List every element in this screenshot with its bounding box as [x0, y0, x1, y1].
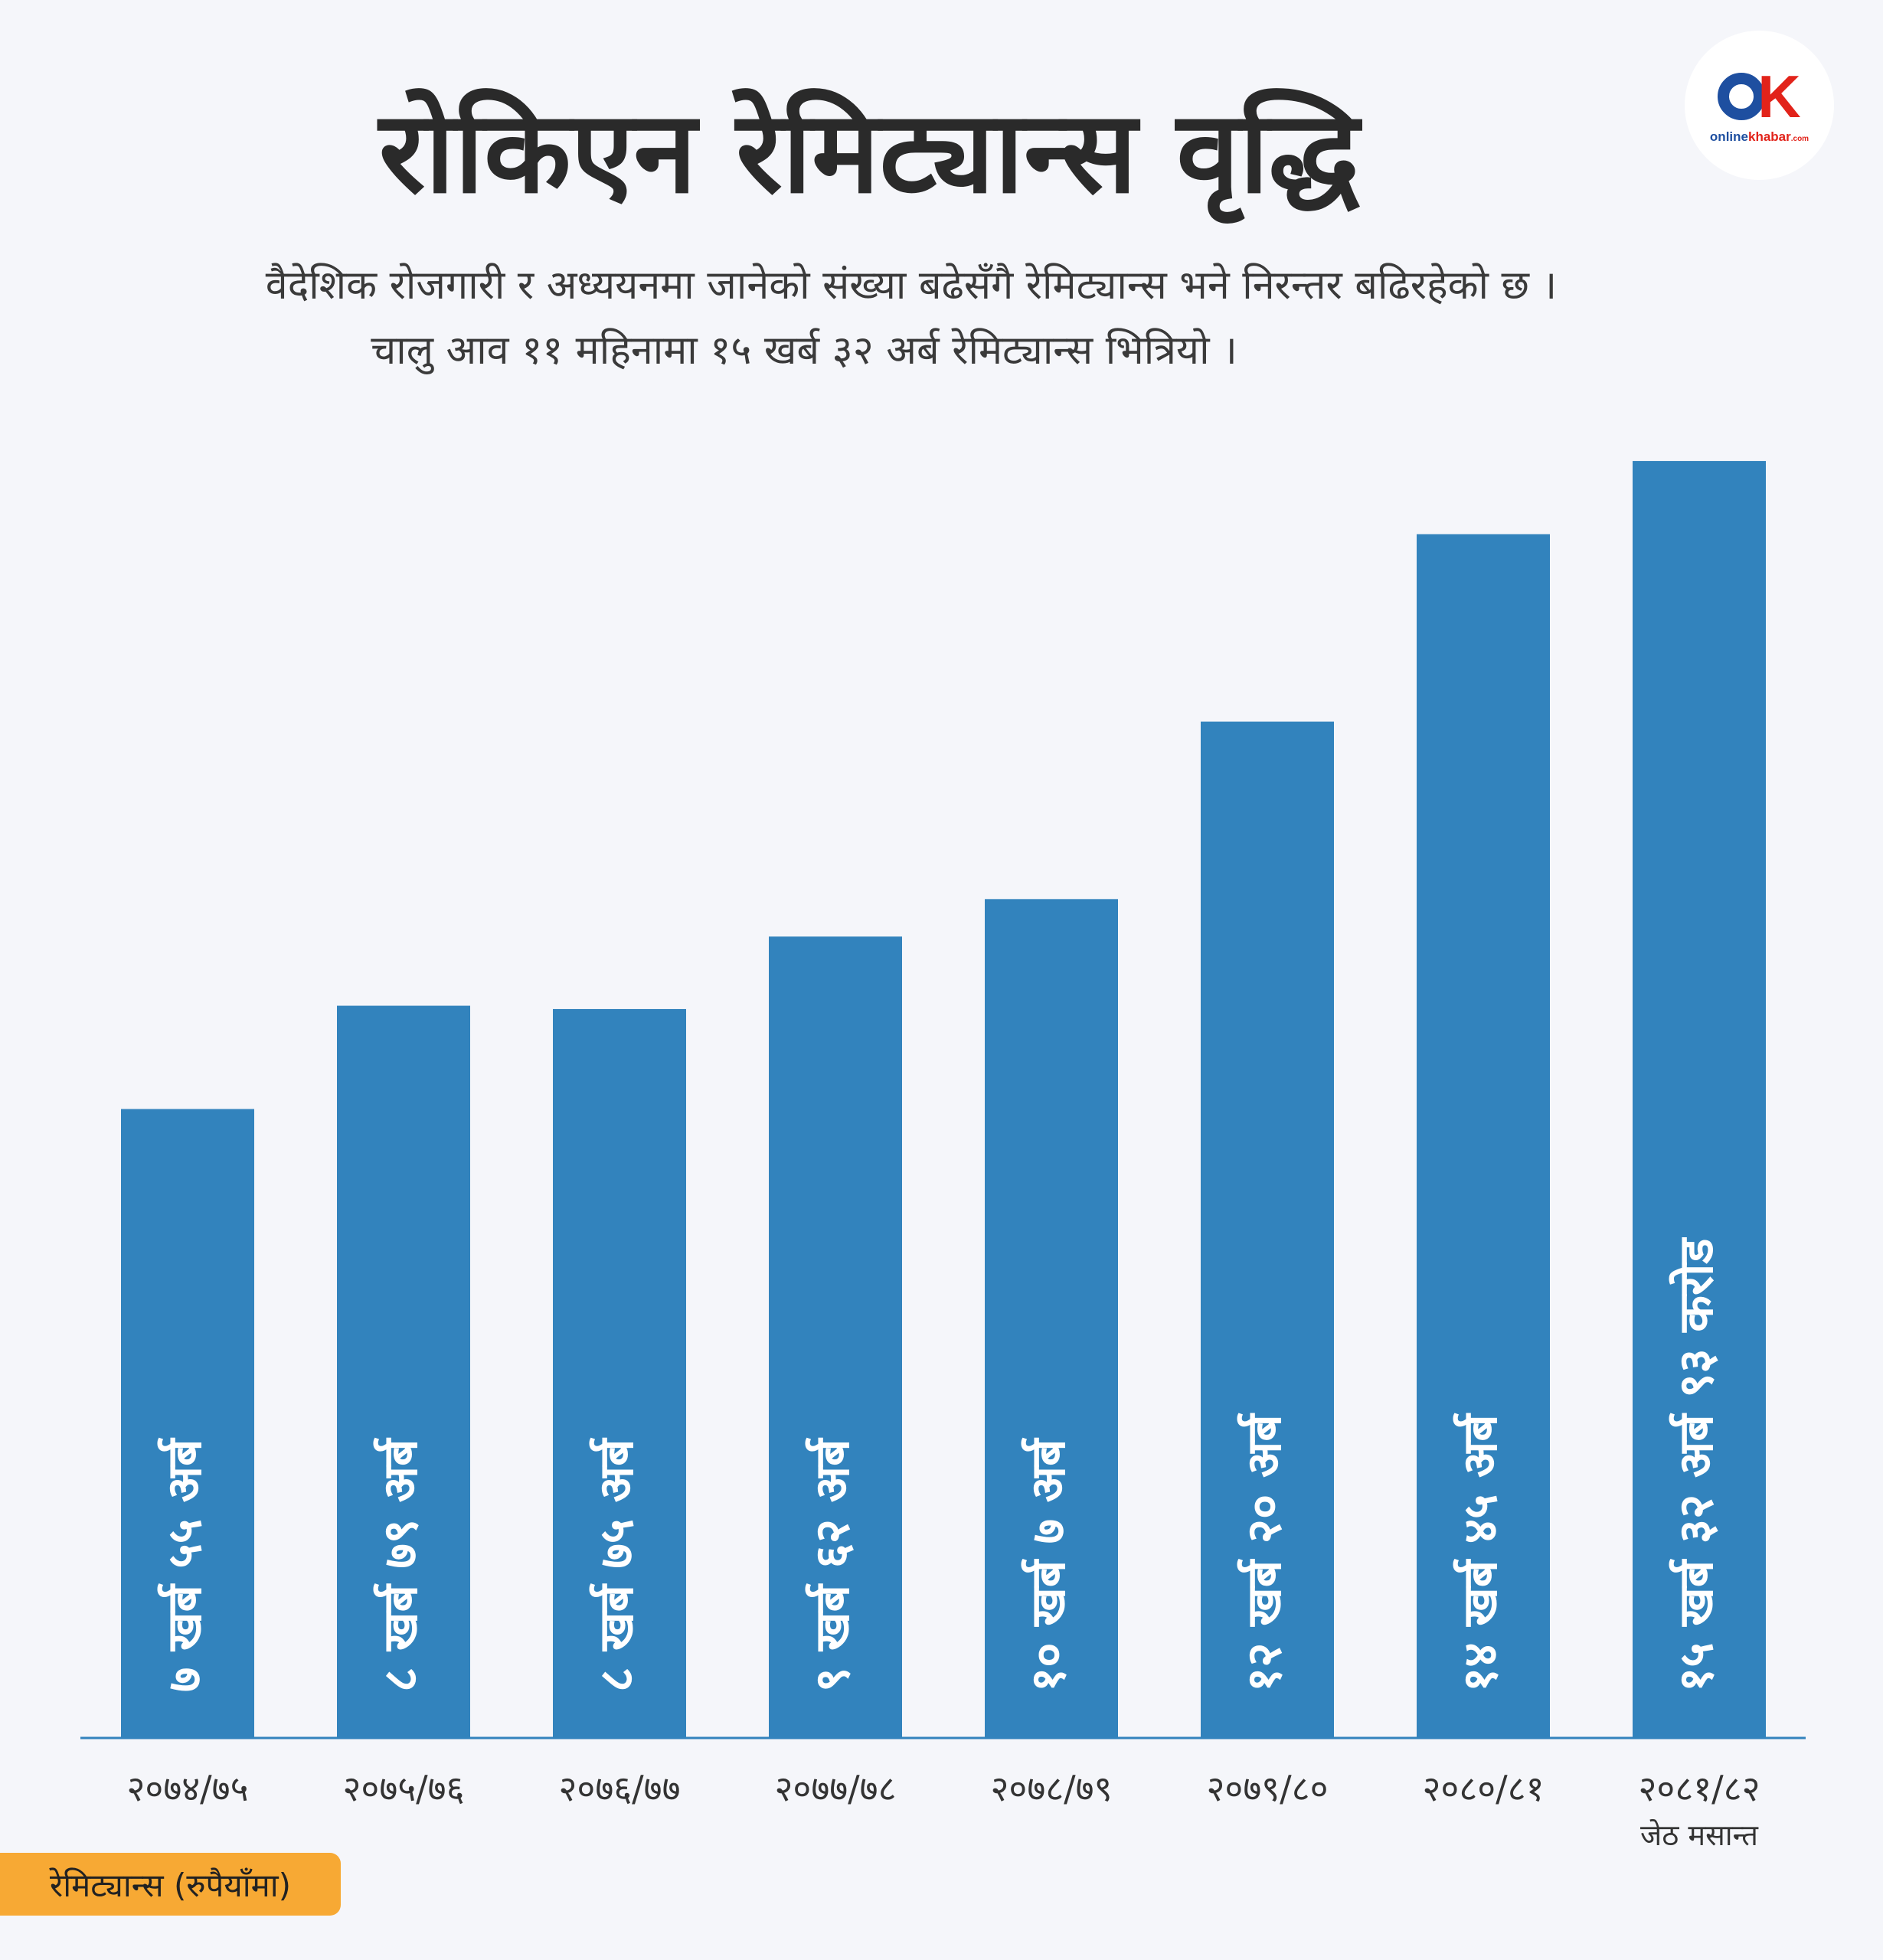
x-tick-label-2: २०७५/७६: [342, 1768, 464, 1809]
bar-8: [1633, 461, 1766, 1738]
logo-wordmark: onlinekhabar.com: [1710, 129, 1809, 145]
bar-1: [121, 1109, 254, 1738]
logo-text-khabar: khabar: [1747, 129, 1791, 144]
logo-text-online: online: [1709, 129, 1748, 144]
x-tick-label-4: २०७७/७८: [774, 1768, 896, 1809]
bar-3: [553, 1008, 686, 1738]
subtitle-line-2: चालु आव ११ महिनामा १५ खर्ब ३२ अर्ब रेमिट…: [371, 328, 1237, 374]
bar-5: [985, 899, 1118, 1738]
bar-value-label-3: ८ खर्ब ७५ अर्ब: [588, 1437, 644, 1692]
onlinekhabar-logo: K onlinekhabar.com: [1685, 31, 1834, 180]
x-tick-note-8: जेठ मसान्त: [1640, 1818, 1759, 1852]
bar-value-label-1: ७ खर्ब ५५ अर्ब: [156, 1437, 212, 1692]
bar-value-label-5: १० खर्ब ७ अर्ब: [1020, 1437, 1076, 1692]
subtitle-line-1: वैदेशिक रोजगारी र अध्ययनमा जानेको संख्या…: [265, 263, 1558, 309]
bar-4: [769, 936, 902, 1738]
logo-mark: K: [1718, 62, 1801, 130]
bar-6: [1201, 721, 1334, 1738]
bar-value-label-6: १२ खर्ब २० अर्ब: [1236, 1413, 1292, 1692]
logo-text-com: .com: [1790, 134, 1809, 143]
x-tick-label-1: २०७४/७५: [126, 1768, 248, 1809]
bar-2: [337, 1005, 470, 1738]
x-tick-label-7: २०८०/८१: [1422, 1768, 1544, 1809]
x-tick-label-6: २०७९/८०: [1206, 1768, 1328, 1809]
x-tick-label-5: २०७८/७९: [990, 1768, 1112, 1809]
bar-value-label-2: ८ खर्ब ७९ अर्ब: [372, 1437, 428, 1692]
logo-k-letter: K: [1757, 62, 1801, 130]
bar-value-label-4: ९ खर्ब ६२ अर्ब: [804, 1437, 860, 1692]
bar-7: [1417, 534, 1550, 1738]
legend-badge: रेमिट्यान्स (रुपैयाँमा): [0, 1853, 341, 1916]
page-title: रोकिएन रेमिट्यान्स वृद्धि: [378, 87, 1360, 218]
bar-value-label-7: १४ खर्ब ४५ अर्ब: [1452, 1413, 1508, 1692]
bar-value-label-8: १५ खर्ब ३२ अर्ब ९३ करोड: [1668, 1237, 1724, 1692]
x-tick-label-8: २०८१/८२: [1638, 1768, 1760, 1809]
x-tick-label-3: २०७६/७७: [558, 1768, 680, 1809]
